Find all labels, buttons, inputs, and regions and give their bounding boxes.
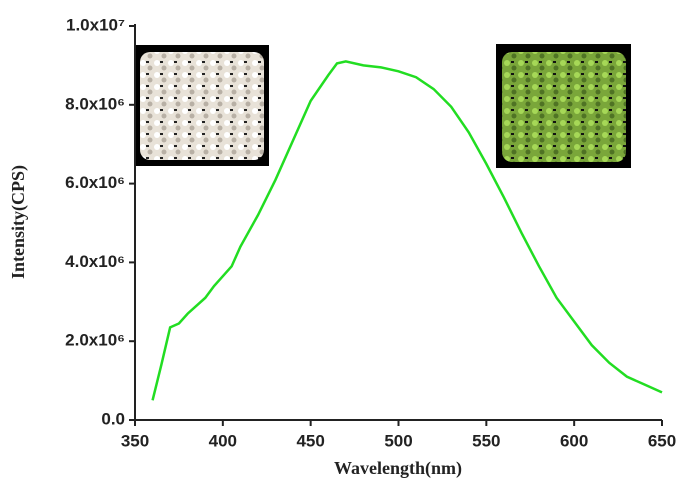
x-tick-label: 450 — [296, 431, 324, 450]
x-tick-label: 600 — [560, 431, 588, 450]
sample-photo-green — [496, 44, 631, 168]
x-tick-label: 350 — [121, 431, 149, 450]
y-tick-label: 6.0x10⁶ — [65, 173, 125, 192]
y-axis-label: Intensity(CPS) — [8, 165, 29, 279]
y-tick-label: 8.0x10⁶ — [65, 94, 125, 113]
x-axis-label: Wavelength(nm) — [334, 458, 462, 479]
x-tick-label: 650 — [648, 431, 676, 450]
sample-photo-white — [135, 45, 269, 166]
spectrum-line — [151, 60, 663, 401]
x-tick-label: 400 — [209, 431, 237, 450]
x-tick-label: 500 — [384, 431, 412, 450]
y-tick-label: 2.0x10⁶ — [65, 331, 125, 350]
y-tick-label: 4.0x10⁶ — [65, 252, 125, 271]
y-tick-label: 0.0 — [101, 409, 125, 428]
x-tick-label: 550 — [472, 431, 500, 450]
y-tick-label: 1.0x10⁷ — [66, 15, 125, 34]
